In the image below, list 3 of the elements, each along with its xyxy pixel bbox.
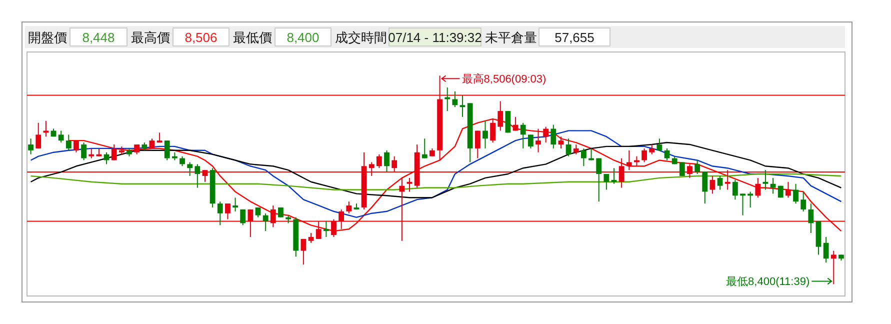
annotation: 最高8,506(09:03): [462, 72, 546, 86]
header: 開盤價 8,448 最高價 8,506 最低價 8,400 成交時間07/14 - 11:39:32 未平倉量 57,655: [25, 26, 845, 48]
annotation: 最低8,400(11:39): [726, 276, 810, 288]
